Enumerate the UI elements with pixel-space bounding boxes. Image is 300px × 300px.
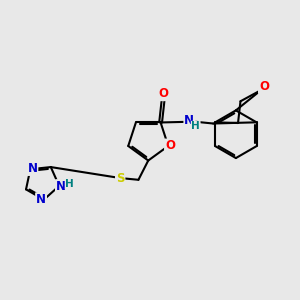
Text: O: O — [165, 140, 175, 152]
Text: N: N — [184, 114, 194, 127]
Text: S: S — [116, 172, 124, 184]
Text: N: N — [56, 180, 66, 193]
Text: N: N — [27, 162, 38, 175]
Text: O: O — [158, 87, 168, 100]
Text: O: O — [259, 80, 269, 93]
Text: N: N — [36, 193, 46, 206]
Text: H: H — [65, 179, 74, 189]
Text: H: H — [191, 121, 200, 131]
